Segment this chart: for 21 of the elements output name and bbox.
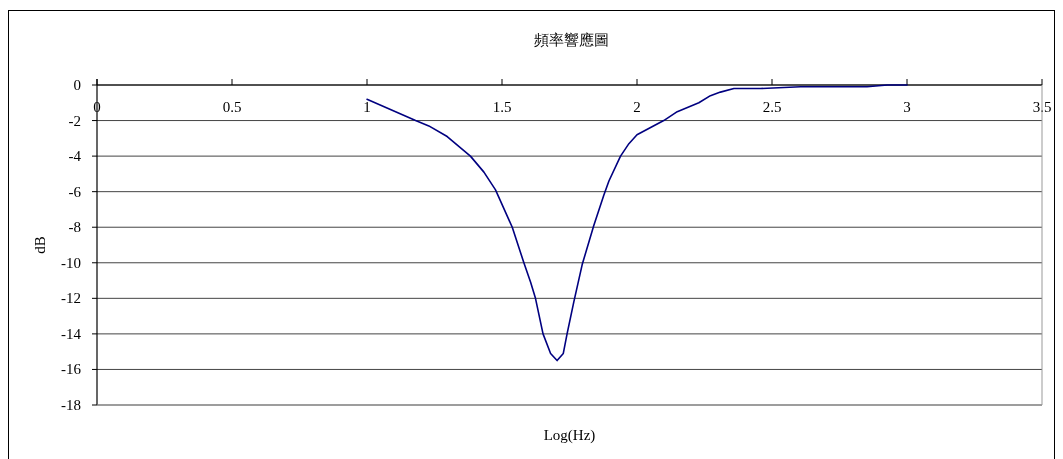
y-tick-label: -2 xyxy=(68,112,81,129)
x-tick-label: 2.5 xyxy=(762,99,782,115)
y-tick-label: -16 xyxy=(61,361,82,378)
y-tick-label: -12 xyxy=(61,290,81,307)
x-tick-label: 2 xyxy=(633,99,641,115)
x-tick-label: 1.5 xyxy=(492,99,512,115)
x-tick-label: 3 xyxy=(903,99,911,115)
x-tick-label: 3.5 xyxy=(1032,99,1052,115)
x-tick-label: 0.5 xyxy=(222,99,242,115)
x-axis-title: Log(Hz) xyxy=(543,427,596,444)
y-tick-label: -14 xyxy=(61,325,82,342)
y-tick-label: -6 xyxy=(68,183,82,200)
y-tick-label: -8 xyxy=(68,219,81,236)
y-axis-title: dB xyxy=(32,236,48,254)
y-tick-label: 0 xyxy=(73,77,81,93)
y-tick-label: -10 xyxy=(61,254,81,271)
y-tick-label: -18 xyxy=(61,397,81,413)
x-tick-label: 1 xyxy=(363,99,371,115)
line-series xyxy=(366,84,908,362)
y-tick-label: -4 xyxy=(68,148,82,165)
chart-title: 頻率響應圖 xyxy=(534,31,609,48)
